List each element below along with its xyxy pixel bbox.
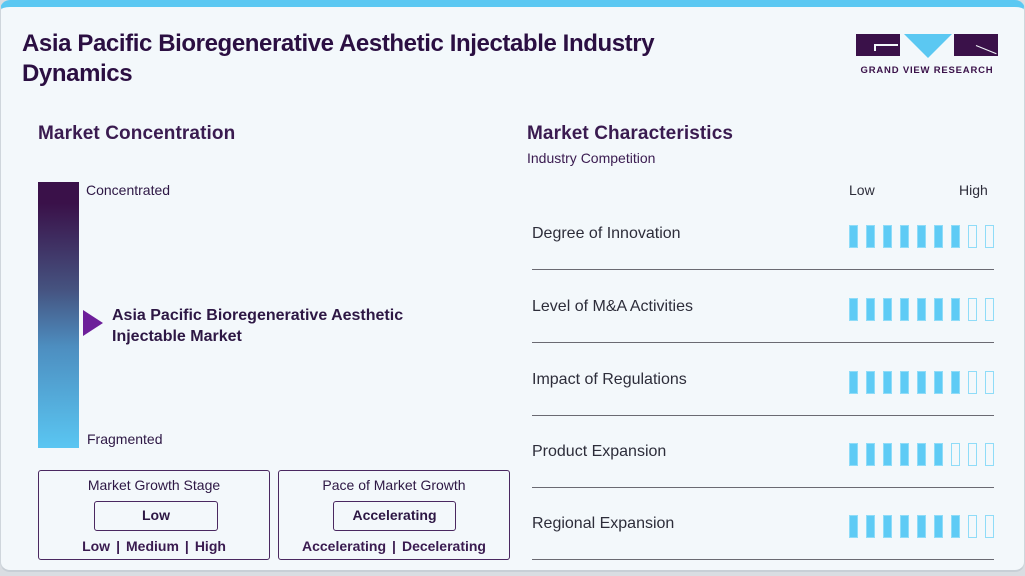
rating-bar-filled-icon xyxy=(883,443,892,466)
rating-bar-empty-icon xyxy=(985,371,994,394)
rating-bar-filled-icon xyxy=(883,225,892,248)
rating-bar-filled-icon xyxy=(951,225,960,248)
rating-bar-filled-icon xyxy=(951,371,960,394)
growth-pace-value: Accelerating xyxy=(333,501,456,531)
market-concentration-title: Market Concentration xyxy=(38,123,236,144)
rating-bar-empty-icon xyxy=(985,443,994,466)
logo-v-triangle-icon xyxy=(904,34,952,58)
rating-bar-filled-icon xyxy=(866,371,875,394)
rating-bar-filled-icon xyxy=(849,443,858,466)
characteristic-row: Degree of Innovation xyxy=(532,197,994,270)
rating-bar-empty-icon xyxy=(968,515,977,538)
market-growth-stage-box: Market Growth Stage Low Low | Medium | High xyxy=(38,470,270,560)
rating-bar-filled-icon xyxy=(917,443,926,466)
rating-bar-filled-icon xyxy=(849,515,858,538)
rating-bar-filled-icon xyxy=(866,298,875,321)
concentrated-label: Concentrated xyxy=(86,182,171,198)
characteristic-label: Level of M&A Activities xyxy=(532,298,693,315)
rating-bar-filled-icon xyxy=(849,298,858,321)
characteristic-row: Product Expansion xyxy=(532,415,994,488)
growth-pace-options: Accelerating | Decelerating xyxy=(279,538,509,554)
pace-of-market-growth-box: Pace of Market Growth Accelerating Accel… xyxy=(278,470,510,560)
rating-bar-filled-icon xyxy=(934,443,943,466)
rating-bar-filled-icon xyxy=(883,515,892,538)
growth-stage-options: Low | Medium | High xyxy=(39,538,269,554)
separator: | xyxy=(116,538,120,554)
rating-bar-filled-icon xyxy=(917,225,926,248)
rating-bar-filled-icon xyxy=(917,515,926,538)
option-medium: Medium xyxy=(126,538,179,554)
option-accelerating: Accelerating xyxy=(301,538,387,554)
rating-bar-filled-icon xyxy=(849,371,858,394)
rating-bar-filled-icon xyxy=(866,443,875,466)
market-characteristics-title: Market Characteristics xyxy=(527,123,734,144)
scale-low-label: Low xyxy=(849,182,875,198)
rating-bar-empty-icon xyxy=(968,298,977,321)
characteristic-label: Degree of Innovation xyxy=(532,225,681,242)
rating-bar-filled-icon xyxy=(866,225,875,248)
rating-bar-empty-icon xyxy=(951,443,960,466)
concentration-gradient-bar xyxy=(38,182,79,448)
market-name-label: Asia Pacific Bioregenerative Aesthetic I… xyxy=(112,307,404,345)
rating-bar-filled-icon xyxy=(934,515,943,538)
industry-competition-subtitle: Industry Competition xyxy=(527,150,656,166)
grand-view-research-logo: GRAND VIEW RESEARCH xyxy=(856,29,998,77)
rating-bar-filled-icon xyxy=(900,515,909,538)
scale-high-label: High xyxy=(959,182,988,198)
market-position-pointer-icon xyxy=(83,310,103,336)
rating-bar-empty-icon xyxy=(968,443,977,466)
logo-g-stroke xyxy=(874,44,898,46)
rating-bar-filled-icon xyxy=(883,371,892,394)
rating-bar-filled-icon xyxy=(866,515,875,538)
characteristic-label: Product Expansion xyxy=(532,443,667,460)
rating-bar-empty-icon xyxy=(985,298,994,321)
rating-bar-filled-icon xyxy=(849,225,858,248)
separator: | xyxy=(184,538,189,554)
characteristic-row: Regional Expansion xyxy=(532,487,994,560)
characteristic-row: Impact of Regulations xyxy=(532,343,994,416)
option-decelerating: Decelerating xyxy=(401,538,486,554)
growth-pace-title: Pace of Market Growth xyxy=(322,477,466,493)
option-high: High xyxy=(194,538,226,554)
rating-bar-filled-icon xyxy=(934,371,943,394)
rating-bar-filled-icon xyxy=(900,225,909,248)
growth-stage-value: Low xyxy=(94,501,218,531)
rating-bar-filled-icon xyxy=(934,298,943,321)
rating-bar-empty-icon xyxy=(968,225,977,248)
rating-bar-filled-icon xyxy=(883,298,892,321)
logo-g-stroke-vertical xyxy=(874,44,876,51)
rating-bar-filled-icon xyxy=(934,225,943,248)
rating-bar-filled-icon xyxy=(900,371,909,394)
rating-bar-filled-icon xyxy=(900,298,909,321)
characteristic-label: Regional Expansion xyxy=(532,515,675,532)
rating-bar-filled-icon xyxy=(951,298,960,321)
growth-stage-title: Market Growth Stage xyxy=(87,477,221,493)
rating-bar-filled-icon xyxy=(917,298,926,321)
rating-bar-empty-icon xyxy=(968,371,977,394)
characteristic-row: Level of M&A Activities xyxy=(532,270,994,343)
characteristic-label: Impact of Regulations xyxy=(532,371,687,388)
rating-bar-filled-icon xyxy=(917,371,926,394)
rating-bar-empty-icon xyxy=(985,225,994,248)
option-low: Low xyxy=(82,538,111,554)
rating-bar-empty-icon xyxy=(985,515,994,538)
rating-bar-filled-icon xyxy=(900,443,909,466)
logo-text: GRAND VIEW RESEARCH xyxy=(860,65,994,76)
rating-bar-filled-icon xyxy=(951,515,960,538)
page-title: Asia Pacific Bioregenerative Aesthetic I… xyxy=(22,30,655,87)
fragmented-label: Fragmented xyxy=(87,431,163,447)
separator: | xyxy=(392,538,396,554)
